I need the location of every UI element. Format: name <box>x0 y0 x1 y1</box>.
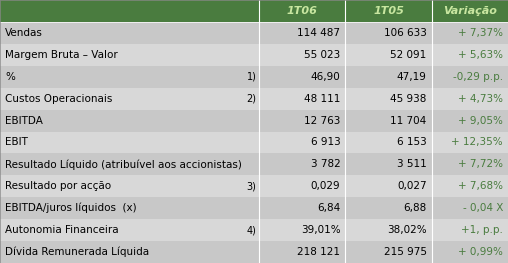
Text: Dívida Remunerada Líquida: Dívida Remunerada Líquida <box>5 247 149 257</box>
Bar <box>0 219 508 241</box>
Text: EBITDA: EBITDA <box>5 115 43 125</box>
Text: 6,88: 6,88 <box>403 203 427 213</box>
Text: 55 023: 55 023 <box>304 50 340 60</box>
Text: 6 913: 6 913 <box>310 138 340 148</box>
Text: EBIT: EBIT <box>5 138 28 148</box>
Text: + 0,99%: + 0,99% <box>458 247 503 257</box>
Bar <box>0 88 508 110</box>
Bar <box>0 22 508 44</box>
Text: 6,84: 6,84 <box>317 203 340 213</box>
Text: Resultado por acção: Resultado por acção <box>5 181 111 191</box>
Text: 0,029: 0,029 <box>311 181 340 191</box>
Text: +1, p.p.: +1, p.p. <box>461 225 503 235</box>
Text: Margem Bruta – Valor: Margem Bruta – Valor <box>5 50 118 60</box>
Text: 6 153: 6 153 <box>397 138 427 148</box>
Text: 47,19: 47,19 <box>397 72 427 82</box>
Bar <box>0 110 508 132</box>
Text: -0,29 p.p.: -0,29 p.p. <box>453 72 503 82</box>
Text: 48 111: 48 111 <box>304 94 340 104</box>
Text: 0,027: 0,027 <box>397 181 427 191</box>
Text: %: % <box>5 72 15 82</box>
Bar <box>0 175 508 197</box>
Text: 3 511: 3 511 <box>397 159 427 169</box>
Text: Autonomia Financeira: Autonomia Financeira <box>5 225 119 235</box>
Text: + 7,37%: + 7,37% <box>458 28 503 38</box>
Text: 114 487: 114 487 <box>297 28 340 38</box>
Text: 12 763: 12 763 <box>304 115 340 125</box>
Text: + 5,63%: + 5,63% <box>458 50 503 60</box>
Text: Vendas: Vendas <box>5 28 43 38</box>
Text: Resultado Líquido (atribuível aos accionistas): Resultado Líquido (atribuível aos accion… <box>5 159 242 170</box>
Text: 46,90: 46,90 <box>310 72 340 82</box>
Text: + 12,35%: + 12,35% <box>451 138 503 148</box>
Bar <box>0 241 508 263</box>
Text: 106 633: 106 633 <box>384 28 427 38</box>
Text: 52 091: 52 091 <box>391 50 427 60</box>
Text: Variação: Variação <box>443 6 497 16</box>
Text: 38,02%: 38,02% <box>387 225 427 235</box>
Text: 215 975: 215 975 <box>384 247 427 257</box>
Text: + 7,68%: + 7,68% <box>458 181 503 191</box>
Text: + 9,05%: + 9,05% <box>458 115 503 125</box>
Bar <box>0 132 508 153</box>
Text: + 7,72%: + 7,72% <box>458 159 503 169</box>
Text: 218 121: 218 121 <box>297 247 340 257</box>
Text: 4): 4) <box>247 225 257 235</box>
Text: 39,01%: 39,01% <box>301 225 340 235</box>
Bar <box>0 153 508 175</box>
Text: 45 938: 45 938 <box>390 94 427 104</box>
Text: 3 782: 3 782 <box>310 159 340 169</box>
Bar <box>0 66 508 88</box>
Text: 3): 3) <box>247 181 257 191</box>
Text: EBITDA/juros líquidos  (x): EBITDA/juros líquidos (x) <box>5 203 137 214</box>
Bar <box>0 44 508 66</box>
Text: Custos Operacionais: Custos Operacionais <box>5 94 112 104</box>
Text: 11 704: 11 704 <box>391 115 427 125</box>
Text: 1): 1) <box>247 72 257 82</box>
Text: + 4,73%: + 4,73% <box>458 94 503 104</box>
Text: - 0,04 X: - 0,04 X <box>463 203 503 213</box>
Bar <box>0 0 508 22</box>
Text: 1T06: 1T06 <box>287 6 318 16</box>
Text: 2): 2) <box>246 94 257 104</box>
Text: 1T05: 1T05 <box>373 6 404 16</box>
Bar <box>0 197 508 219</box>
